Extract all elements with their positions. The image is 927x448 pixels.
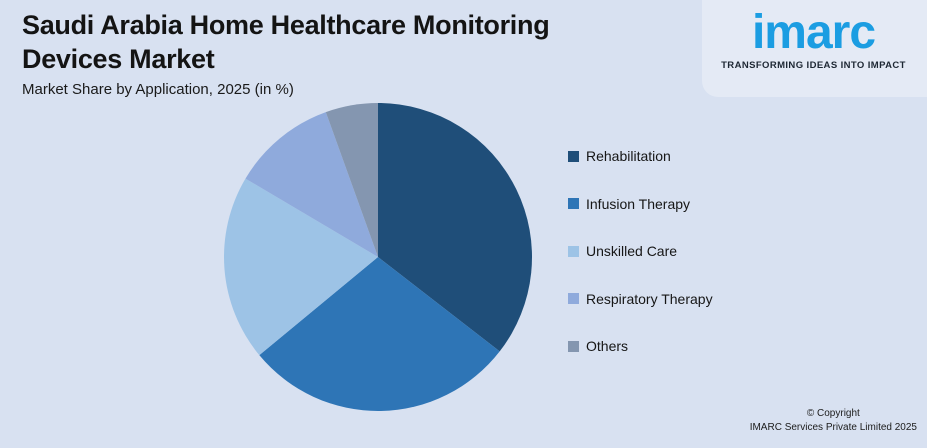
pie-chart-svg xyxy=(224,103,532,411)
legend-item: Infusion Therapy xyxy=(568,195,713,212)
pie-chart xyxy=(224,103,532,411)
pie-slice-others xyxy=(325,103,378,257)
page-title-line2: Devices Market xyxy=(22,44,215,74)
pie-slice-respiratory-therapy xyxy=(245,112,378,257)
copyright-line1: © Copyright xyxy=(806,408,860,419)
legend-swatch-icon xyxy=(568,245,579,257)
legend-swatch-icon xyxy=(568,293,579,304)
imarc-wordmark: imarc xyxy=(751,6,876,59)
copyright: © Copyright IMARC Services Private Limit… xyxy=(750,407,917,435)
legend-item: Others xyxy=(568,338,713,354)
legend-label: Infusion Therapy xyxy=(586,195,691,212)
pie-slice-rehabilitation xyxy=(378,103,532,352)
legend-label: Respiratory Therapy xyxy=(586,290,713,307)
imarc-logo: imarc TRANSFORMING IDEAS INTO IMPACT xyxy=(706,4,921,71)
legend-swatch-icon xyxy=(568,198,579,209)
legend-swatch-icon xyxy=(568,150,579,162)
header: Saudi Arabia Home Healthcare Monitoring … xyxy=(22,8,622,99)
legend-swatch-icon xyxy=(568,340,579,352)
legend-item: Unskilled Care xyxy=(568,243,713,259)
legend-label: Unskilled Care xyxy=(586,243,678,259)
legend-item: Respiratory Therapy xyxy=(568,290,713,307)
page-title: Saudi Arabia Home Healthcare Monitoring … xyxy=(22,8,622,76)
pie-slice-infusion-therapy xyxy=(259,257,500,411)
imarc-tagline: TRANSFORMING IDEAS INTO IMPACT xyxy=(721,60,906,71)
legend: Rehabilitation Infusion Therapy Unskille… xyxy=(568,148,713,387)
pie-slice-unskilled-care xyxy=(224,178,378,356)
legend-label: Others xyxy=(586,338,629,354)
legend-item: Rehabilitation xyxy=(568,148,713,164)
page-title-line1: Saudi Arabia Home Healthcare Monitoring xyxy=(22,10,550,40)
page-subtitle: Market Share by Application, 2025 (in %) xyxy=(22,81,294,98)
copyright-line2: IMARC Services Private Limited 2025 xyxy=(749,422,917,433)
logo-panel xyxy=(702,0,927,97)
legend-label: Rehabilitation xyxy=(586,148,671,164)
